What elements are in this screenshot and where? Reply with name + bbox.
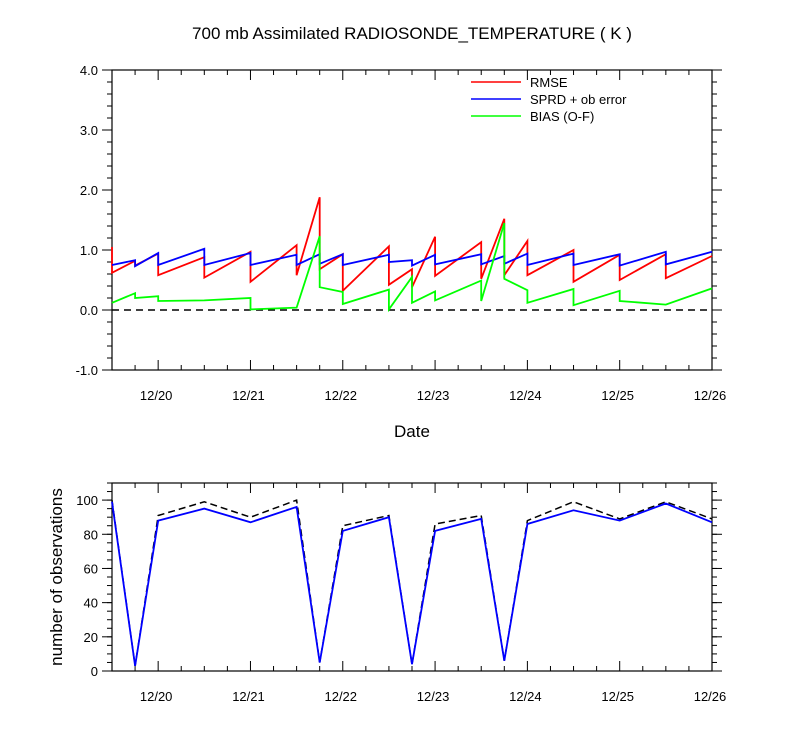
top-series-bias-o-f — [111, 222, 713, 313]
bottom-y-tick-label: 60 — [84, 561, 98, 576]
bottom-y-tick-label: 80 — [84, 527, 98, 542]
legend-label: BIAS (O-F) — [530, 109, 594, 124]
bottom-series — [111, 499, 713, 667]
top-x-tick-labels: 12/20 12/21 12/22 12/23 12/24 12/25 12/26 — [140, 388, 726, 403]
top-y-tick-label: -1.0 — [76, 363, 98, 378]
bottom-y-tick-label: 40 — [84, 596, 98, 611]
top-series — [111, 196, 713, 313]
bottom-x-tick-label: 12/26 — [694, 689, 727, 704]
bottom-y-tick-label: 100 — [76, 493, 98, 508]
bottom-ticks — [102, 482, 722, 672]
bottom-y-tick-label: 0 — [91, 664, 98, 679]
x-axis-title: Date — [394, 422, 430, 441]
top-x-tick-label: 12/24 — [509, 388, 542, 403]
top-x-tick-label: 12/21 — [232, 388, 265, 403]
y-axis-title: number of observations — [47, 488, 66, 666]
bottom-x-tick-label: 12/20 — [140, 689, 173, 704]
top-x-tick-label: 12/26 — [694, 388, 727, 403]
bottom-x-tick-labels: 12/20 12/21 12/22 12/23 12/24 12/25 12/26 — [140, 689, 726, 704]
top-ticks — [102, 69, 722, 371]
bottom-y-tick-label: 20 — [84, 630, 98, 645]
bottom-x-tick-label: 12/22 — [324, 689, 357, 704]
top-y-tick-label: 3.0 — [80, 123, 98, 138]
top-x-tick-label: 12/23 — [417, 388, 450, 403]
top-y-tick-label: 2.0 — [80, 183, 98, 198]
top-y-tick-label: 4.0 — [80, 63, 98, 78]
top-y-tick-labels: -1.0 0.0 1.0 2.0 3.0 4.0 — [76, 63, 98, 378]
top-y-tick-label: 1.0 — [80, 243, 98, 258]
top-series-sprd-ob-error — [111, 247, 713, 268]
legend-label: RMSE — [530, 75, 568, 90]
top-x-tick-label: 12/22 — [324, 388, 357, 403]
legend-label: SPRD + ob error — [530, 92, 627, 107]
bottom-series-possible — [111, 499, 713, 667]
top-x-tick-label: 12/25 — [601, 388, 634, 403]
bottom-x-tick-label: 12/21 — [232, 689, 265, 704]
bottom-x-tick-label: 12/23 — [417, 689, 450, 704]
bottom-x-tick-label: 12/24 — [509, 689, 542, 704]
legend: RMSE SPRD + ob error BIAS (O-F) — [471, 75, 627, 124]
bottom-y-tick-labels: 0 20 40 60 80 100 — [76, 493, 98, 679]
chart-title: 700 mb Assimilated RADIOSONDE_TEMPERATUR… — [192, 24, 632, 43]
bottom-series-assimilated — [111, 501, 713, 667]
bottom-x-tick-label: 12/25 — [601, 689, 634, 704]
top-panel: -1.0 0.0 1.0 2.0 3.0 4.0 12/20 12/21 12/22 12/23… — [76, 63, 727, 441]
top-y-tick-label: 0.0 — [80, 303, 98, 318]
bottom-plot-frame — [111, 482, 713, 672]
top-x-tick-label: 12/20 — [140, 388, 173, 403]
top-plot-frame — [111, 69, 713, 371]
